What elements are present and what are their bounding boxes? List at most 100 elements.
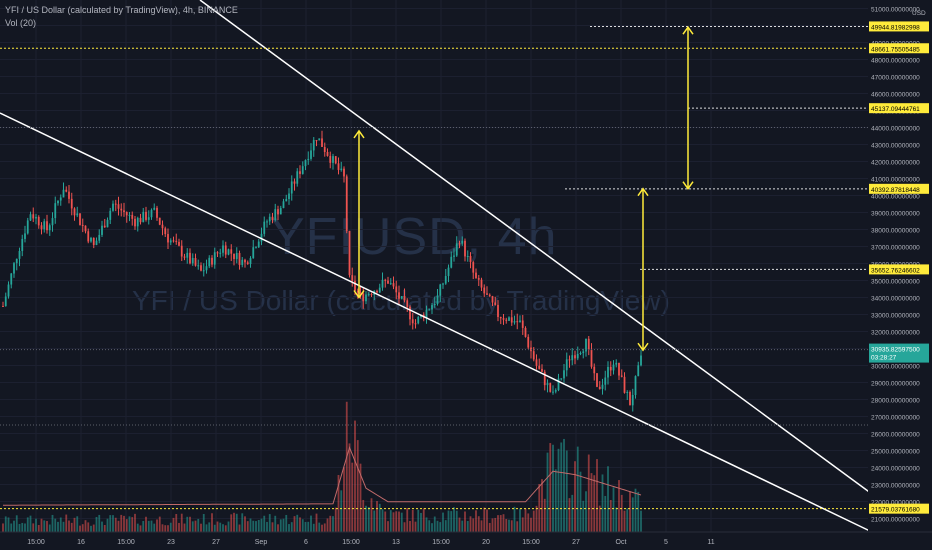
volume-bar bbox=[604, 495, 607, 532]
candle-body bbox=[329, 155, 332, 163]
price-tick-label: 28000.00000000 bbox=[871, 398, 920, 405]
volume-bar bbox=[106, 518, 109, 532]
candle-body bbox=[219, 252, 222, 254]
candle-body bbox=[57, 200, 59, 204]
candle-body bbox=[92, 237, 95, 246]
volume-bar bbox=[543, 498, 546, 532]
candle-body bbox=[579, 353, 582, 355]
volume-bar bbox=[596, 459, 598, 532]
candle-body bbox=[626, 392, 629, 394]
volume-bar bbox=[370, 498, 373, 532]
volume-bar bbox=[618, 480, 620, 532]
price-tick-label: 23000.00000000 bbox=[871, 483, 920, 490]
volume-bar bbox=[343, 467, 345, 532]
volume-bar bbox=[224, 525, 227, 532]
price-tick-label: 46000.00000000 bbox=[871, 92, 920, 99]
candle-body bbox=[601, 384, 604, 389]
volume-bar bbox=[568, 498, 571, 532]
candle-body bbox=[37, 216, 40, 226]
candle-body bbox=[10, 273, 13, 285]
candle-body bbox=[356, 290, 359, 293]
candle-body bbox=[576, 353, 579, 359]
candles bbox=[2, 130, 642, 412]
volume-bar bbox=[296, 514, 299, 532]
candle-body bbox=[112, 203, 114, 211]
candle-body bbox=[183, 256, 186, 258]
candle-body bbox=[521, 320, 524, 328]
candle-body bbox=[436, 295, 439, 304]
price-level-tag bbox=[869, 21, 929, 32]
price-level-tag bbox=[869, 43, 929, 54]
volume-bar bbox=[123, 515, 125, 532]
candle-body bbox=[384, 279, 387, 281]
volume-bar bbox=[120, 514, 123, 532]
candle-body bbox=[257, 241, 260, 248]
candle-body bbox=[125, 211, 128, 216]
price-tick-label: 37000.00000000 bbox=[871, 245, 920, 252]
candle-body bbox=[348, 230, 351, 276]
volume-bar bbox=[505, 518, 508, 532]
candle-body bbox=[318, 138, 321, 141]
candle-body bbox=[615, 362, 618, 365]
candle-body bbox=[120, 208, 123, 211]
time-tick-label: 11 bbox=[707, 539, 714, 546]
candle-body bbox=[486, 293, 488, 295]
candle-body bbox=[640, 355, 642, 366]
volume-bar bbox=[230, 514, 233, 532]
volume-bar bbox=[79, 525, 81, 532]
volume-bar bbox=[425, 517, 428, 532]
price-tick-label: 43000.00000000 bbox=[871, 143, 920, 150]
candle-body bbox=[475, 272, 477, 279]
price-tick-label: 25000.00000000 bbox=[871, 449, 920, 456]
volume-bar bbox=[486, 509, 488, 532]
candle-body bbox=[447, 267, 450, 277]
volume-bar bbox=[202, 513, 205, 532]
candle-body bbox=[461, 240, 464, 244]
volume-bar bbox=[439, 522, 442, 532]
candle-body bbox=[403, 296, 406, 301]
volume-bar bbox=[263, 515, 266, 532]
volume-bar bbox=[502, 514, 505, 532]
volume-bar bbox=[508, 519, 510, 532]
volume-ma-line bbox=[3, 445, 642, 506]
candle-body bbox=[502, 318, 505, 320]
candle-body bbox=[395, 286, 398, 293]
candle-body bbox=[546, 383, 549, 386]
volume-bar bbox=[376, 501, 378, 532]
candle-body bbox=[414, 323, 417, 325]
volume-bar bbox=[431, 523, 433, 532]
volume-bar bbox=[304, 521, 307, 532]
candle-body bbox=[260, 233, 263, 242]
measure-arrows bbox=[353, 25, 694, 352]
volume-bar bbox=[266, 521, 268, 532]
candle-body bbox=[29, 214, 32, 221]
volume-bar bbox=[593, 475, 596, 532]
candle-body bbox=[433, 303, 436, 306]
candle-body bbox=[351, 275, 354, 281]
candle-body bbox=[497, 304, 499, 318]
candle-body bbox=[340, 168, 343, 170]
time-tick-label: 15:00 bbox=[342, 539, 360, 546]
volume-bar bbox=[631, 497, 634, 532]
time-tick-label: Oct bbox=[616, 539, 627, 546]
candle-body bbox=[326, 152, 329, 156]
candle-body bbox=[200, 265, 202, 271]
volume-bar bbox=[634, 488, 637, 532]
candle-body bbox=[106, 219, 109, 228]
candle-body bbox=[205, 266, 208, 271]
candle-body bbox=[494, 302, 497, 305]
candle-body bbox=[464, 240, 466, 257]
candle-body bbox=[32, 214, 35, 219]
candle-body bbox=[400, 296, 403, 299]
candle-body bbox=[51, 218, 54, 226]
candle-body bbox=[271, 216, 274, 221]
candle-body bbox=[208, 257, 211, 267]
volume-bar bbox=[329, 515, 332, 532]
volume-bar bbox=[175, 513, 178, 532]
candle-body bbox=[290, 181, 293, 194]
candle-body bbox=[508, 317, 510, 321]
candle-body bbox=[43, 221, 46, 230]
volume-bar bbox=[98, 514, 101, 532]
